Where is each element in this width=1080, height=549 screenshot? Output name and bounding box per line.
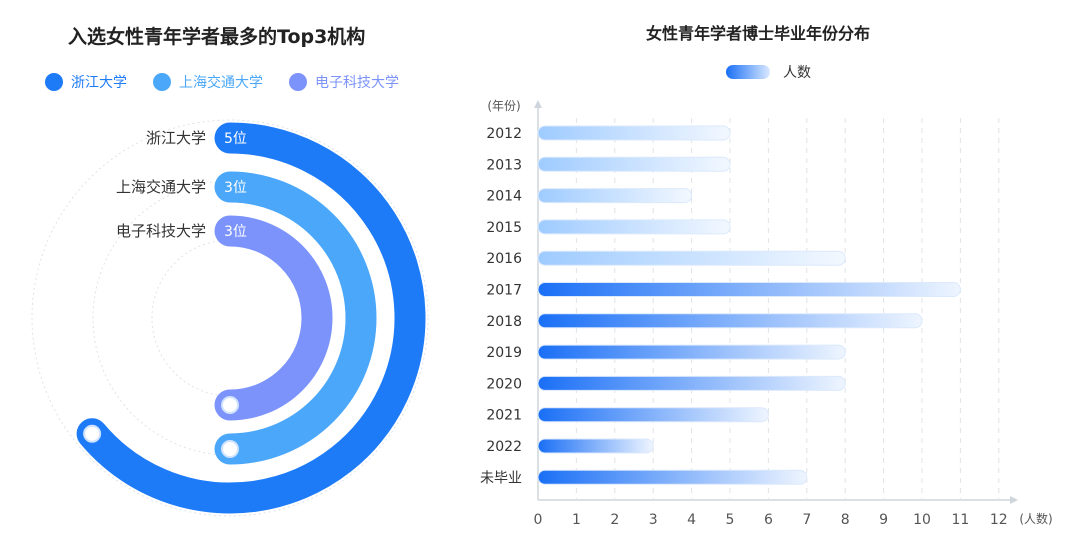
legend-dot-zju bbox=[45, 73, 63, 91]
radial-legend: 浙江大学 上海交通大学 电子科技大学 bbox=[45, 72, 399, 92]
x-tick-label: 10 bbox=[913, 512, 931, 528]
x-tick-label: 12 bbox=[990, 512, 1008, 528]
y-tick-label: 2019 bbox=[486, 345, 522, 361]
x-tick-label: 11 bbox=[951, 512, 969, 528]
x-axis-arrow bbox=[1010, 496, 1018, 504]
bar-legend-label: 人数 bbox=[783, 65, 811, 81]
y-tick-label: 未毕业 bbox=[480, 470, 522, 486]
bar-2016 bbox=[537, 250, 846, 266]
bar-2018 bbox=[537, 313, 923, 329]
y-tick-label: 2021 bbox=[486, 408, 522, 424]
radial-bar-knob-1 bbox=[221, 440, 239, 458]
legend-item-zju[interactable]: 浙江大学 bbox=[45, 72, 127, 92]
legend-label-uestc: 电子科技大学 bbox=[315, 75, 399, 91]
bar-legend-swatch bbox=[726, 65, 770, 79]
radial-bar-1 bbox=[214, 171, 377, 465]
radial-bar-0 bbox=[76, 122, 426, 514]
y-tick-label: 2020 bbox=[486, 376, 522, 392]
bar-2014 bbox=[537, 188, 693, 204]
x-tick-label: 3 bbox=[649, 512, 658, 528]
x-tick-label: 7 bbox=[802, 512, 811, 528]
legend-item-uestc[interactable]: 电子科技大学 bbox=[289, 72, 399, 92]
legend-label-zju: 浙江大学 bbox=[71, 75, 127, 91]
bar-2015 bbox=[537, 219, 731, 235]
y-tick-label: 2013 bbox=[486, 157, 522, 173]
y-tick-label: 2012 bbox=[486, 126, 522, 142]
legend-dot-uestc bbox=[289, 73, 307, 91]
x-tick-label: 5 bbox=[726, 512, 735, 528]
bar-chart-title: 女性青年学者博士毕业年份分布 bbox=[646, 24, 871, 43]
y-tick-label: 2017 bbox=[486, 283, 522, 299]
x-tick-label: 1 bbox=[572, 512, 581, 528]
x-tick-label: 4 bbox=[687, 512, 696, 528]
bar-2017 bbox=[537, 282, 961, 297]
bar-2021 bbox=[537, 407, 769, 423]
x-tick-label: 0 bbox=[534, 512, 543, 528]
y-axis-arrow bbox=[534, 100, 542, 108]
bar-未毕业 bbox=[537, 469, 808, 485]
x-tick-label: 8 bbox=[841, 512, 850, 528]
x-tick-label: 9 bbox=[879, 512, 888, 528]
radial-bar-knob-2 bbox=[221, 396, 239, 414]
bar-2022 bbox=[537, 438, 654, 454]
bar-2013 bbox=[537, 156, 731, 172]
y-tick-label: 2016 bbox=[486, 251, 522, 267]
radial-value-label-0: 5位 bbox=[224, 131, 247, 147]
radial-grid-ring bbox=[31, 119, 429, 517]
radial-chart-title: 入选女性青年学者最多的Top3机构 bbox=[68, 26, 366, 48]
bar-2012 bbox=[537, 125, 731, 141]
radial-category-label-1: 上海交通大学 bbox=[116, 178, 206, 196]
y-tick-label: 2022 bbox=[486, 439, 522, 455]
legend-item-sjtu[interactable]: 上海交通大学 bbox=[153, 72, 263, 92]
radial-category-label-2: 电子科技大学 bbox=[116, 222, 206, 240]
legend-label-sjtu: 上海交通大学 bbox=[179, 75, 263, 91]
x-tick-label: 6 bbox=[764, 512, 773, 528]
radial-value-label-2: 3位 bbox=[224, 224, 247, 240]
radial-value-label-1: 3位 bbox=[224, 180, 247, 196]
bar-2019 bbox=[537, 344, 846, 360]
radial-bar-knob-0 bbox=[83, 424, 102, 443]
radial-bar-2 bbox=[214, 215, 333, 421]
y-tick-label: 2014 bbox=[486, 189, 522, 205]
y-axis-unit: (年份) bbox=[487, 99, 520, 113]
x-tick-label: 2 bbox=[610, 512, 619, 528]
x-axis-unit: (人数) bbox=[1019, 511, 1052, 526]
legend-dot-sjtu bbox=[153, 73, 171, 91]
y-tick-label: 2015 bbox=[486, 220, 522, 236]
radial-category-label-0: 浙江大学 bbox=[146, 129, 206, 147]
bar-2020 bbox=[537, 375, 846, 391]
y-tick-label: 2018 bbox=[486, 314, 522, 330]
